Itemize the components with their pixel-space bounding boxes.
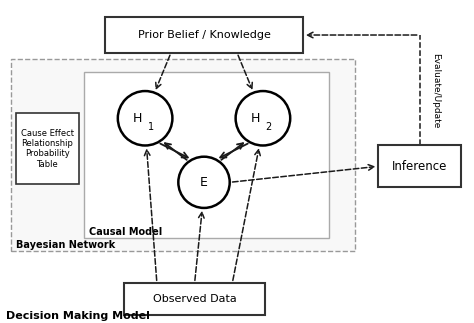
Ellipse shape <box>178 157 230 208</box>
Text: 1: 1 <box>148 122 154 132</box>
FancyBboxPatch shape <box>16 113 79 184</box>
FancyBboxPatch shape <box>124 283 265 315</box>
Text: E: E <box>200 176 208 189</box>
Text: Bayesian Network: Bayesian Network <box>16 240 115 250</box>
Text: Decision Making Model: Decision Making Model <box>6 311 150 321</box>
Text: H: H <box>133 112 142 125</box>
FancyBboxPatch shape <box>378 145 461 187</box>
Text: 2: 2 <box>265 122 272 132</box>
Text: Inference: Inference <box>392 160 447 173</box>
Ellipse shape <box>236 91 290 145</box>
Text: Prior Belief / Knowledge: Prior Belief / Knowledge <box>137 30 271 40</box>
FancyBboxPatch shape <box>105 17 303 53</box>
Text: Evaluate/Update: Evaluate/Update <box>431 53 440 128</box>
Text: Observed Data: Observed Data <box>153 294 237 304</box>
FancyBboxPatch shape <box>84 72 329 238</box>
Ellipse shape <box>118 91 173 145</box>
Text: Cause Effect
Relationship
Probability
Table: Cause Effect Relationship Probability Ta… <box>21 129 74 169</box>
FancyBboxPatch shape <box>11 59 355 251</box>
Text: Causal Model: Causal Model <box>89 227 162 237</box>
Text: H: H <box>251 112 260 125</box>
